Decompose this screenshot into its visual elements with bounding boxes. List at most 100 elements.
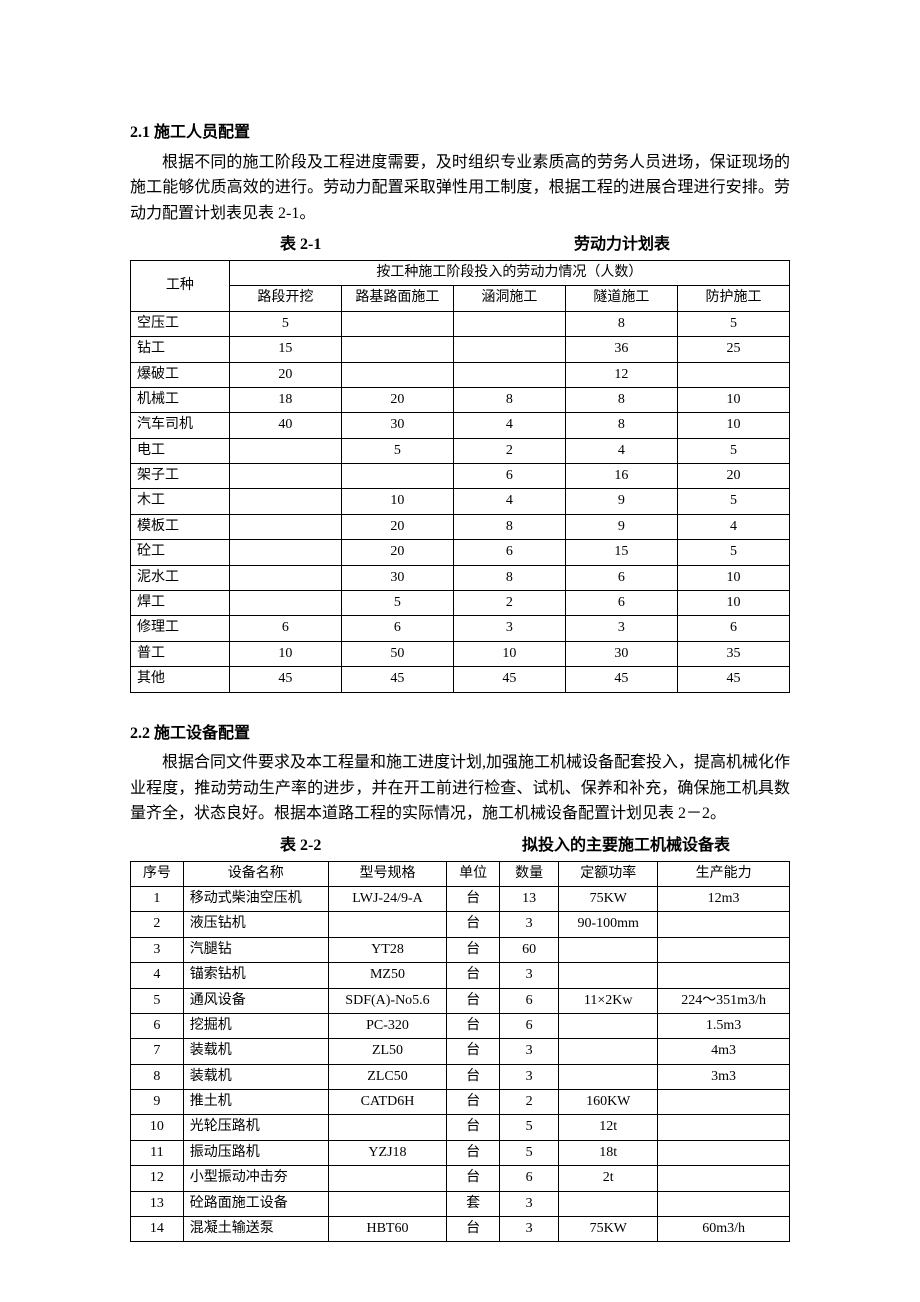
table1-cell: 5 (341, 591, 453, 616)
table1-cell: 10 (677, 591, 789, 616)
table1-cell (229, 514, 341, 539)
table1-cell (341, 464, 453, 489)
table2-caption: 表 2-2 拟投入的主要施工机械设备表 (130, 833, 790, 859)
table1-cell: 50 (341, 641, 453, 666)
table2-cell: 台 (447, 988, 500, 1013)
table2-cell: 3 (131, 937, 184, 962)
table2-cell: 6 (131, 1013, 184, 1038)
table2-cell (328, 912, 447, 937)
table1-cell: 6 (341, 616, 453, 641)
table1-row-label: 机械工 (131, 387, 230, 412)
table1-row-label: 电工 (131, 438, 230, 463)
table2-cell: 6 (500, 1166, 559, 1191)
table2-cell (658, 1166, 790, 1191)
table1-cell (229, 438, 341, 463)
table2-cell: SDF(A)-No5.6 (328, 988, 447, 1013)
table2-cell: 2t (559, 1166, 658, 1191)
table1-cell: 6 (565, 565, 677, 590)
table1-caption-right: 劳动力计划表 (574, 232, 670, 258)
table2-cell: 12 (131, 1166, 184, 1191)
table2-cell: 装载机 (183, 1039, 328, 1064)
table1-cell: 3 (453, 616, 565, 641)
table1-cell: 5 (677, 540, 789, 565)
table1-phase-header: 路段开挖 (229, 286, 341, 311)
table1-cell: 6 (565, 591, 677, 616)
table2-cell: 75KW (559, 886, 658, 911)
section-heading-22: 2.2 施工设备配置 (130, 721, 790, 747)
table1-cell: 5 (229, 311, 341, 336)
table2-cell: 台 (447, 1090, 500, 1115)
table2-cell: ZL50 (328, 1039, 447, 1064)
table1-cell: 15 (565, 540, 677, 565)
table1-cell: 5 (677, 311, 789, 336)
table2-cell: 14 (131, 1217, 184, 1242)
table1-cell: 10 (677, 565, 789, 590)
table2-cell: LWJ-24/9-A (328, 886, 447, 911)
table2-cell: 3 (500, 912, 559, 937)
table2-header: 定额功率 (559, 861, 658, 886)
table2-cell: 60 (500, 937, 559, 962)
table1-cell: 45 (677, 667, 789, 692)
table2-cell: 6 (500, 988, 559, 1013)
table2-cell: 4 (131, 963, 184, 988)
table2-cell (559, 1013, 658, 1038)
table1-cell (229, 591, 341, 616)
table1-cell: 10 (229, 641, 341, 666)
table2-header: 数量 (500, 861, 559, 886)
table1-header-worktype: 工种 (131, 260, 230, 311)
table1-cell: 10 (341, 489, 453, 514)
table2-cell: 2 (131, 912, 184, 937)
table1-cell: 30 (565, 641, 677, 666)
table1-cell: 4 (453, 413, 565, 438)
table2-cell (658, 963, 790, 988)
table2-cell: 台 (447, 937, 500, 962)
table1-row-label: 木工 (131, 489, 230, 514)
table2-header: 单位 (447, 861, 500, 886)
table1-header-phases-group: 按工种施工阶段投入的劳动力情况（人数） (229, 260, 789, 285)
table2-cell: 振动压路机 (183, 1140, 328, 1165)
table2-cell: 12m3 (658, 886, 790, 911)
table1-phase-header: 涵洞施工 (453, 286, 565, 311)
table2-cell: 8 (131, 1064, 184, 1089)
table1-cell (341, 311, 453, 336)
table2-header: 序号 (131, 861, 184, 886)
table1-cell: 45 (229, 667, 341, 692)
table2-caption-left: 表 2-2 (280, 833, 321, 859)
table2-cell: 套 (447, 1191, 500, 1216)
table1-cell: 2 (453, 591, 565, 616)
table1-cell: 20 (677, 464, 789, 489)
table2-cell: 台 (447, 886, 500, 911)
table2-cell (658, 912, 790, 937)
table1-row-label: 泥水工 (131, 565, 230, 590)
table1-row-label: 空压工 (131, 311, 230, 336)
table2-cell (559, 1064, 658, 1089)
table2-cell: 5 (500, 1115, 559, 1140)
table1-cell: 15 (229, 337, 341, 362)
table2-cell: 台 (447, 1166, 500, 1191)
table2-cell: 224～351m3/h (658, 988, 790, 1013)
table2-cell: 通风设备 (183, 988, 328, 1013)
table2-cell: 小型振动冲击夯 (183, 1166, 328, 1191)
table2-cell: 5 (500, 1140, 559, 1165)
table1-phase-header: 防护施工 (677, 286, 789, 311)
table2-cell (328, 1191, 447, 1216)
table1-cell: 35 (677, 641, 789, 666)
table2-cell: ZLC50 (328, 1064, 447, 1089)
table2-cell (328, 1115, 447, 1140)
table2-caption-right: 拟投入的主要施工机械设备表 (522, 833, 730, 859)
table1-cell: 10 (453, 641, 565, 666)
table1-cell: 4 (677, 514, 789, 539)
table1-cell: 8 (453, 514, 565, 539)
table1-cell: 45 (341, 667, 453, 692)
table2-cell (559, 937, 658, 962)
table1-cell: 16 (565, 464, 677, 489)
table2-cell: 光轮压路机 (183, 1115, 328, 1140)
table2-cell: 5 (131, 988, 184, 1013)
table2-cell: 台 (447, 1115, 500, 1140)
table1-cell: 5 (677, 489, 789, 514)
table1-row-label: 修理工 (131, 616, 230, 641)
table2-cell (559, 1191, 658, 1216)
table2-cell: 11 (131, 1140, 184, 1165)
table1-cell: 30 (341, 565, 453, 590)
table2-cell: 台 (447, 912, 500, 937)
